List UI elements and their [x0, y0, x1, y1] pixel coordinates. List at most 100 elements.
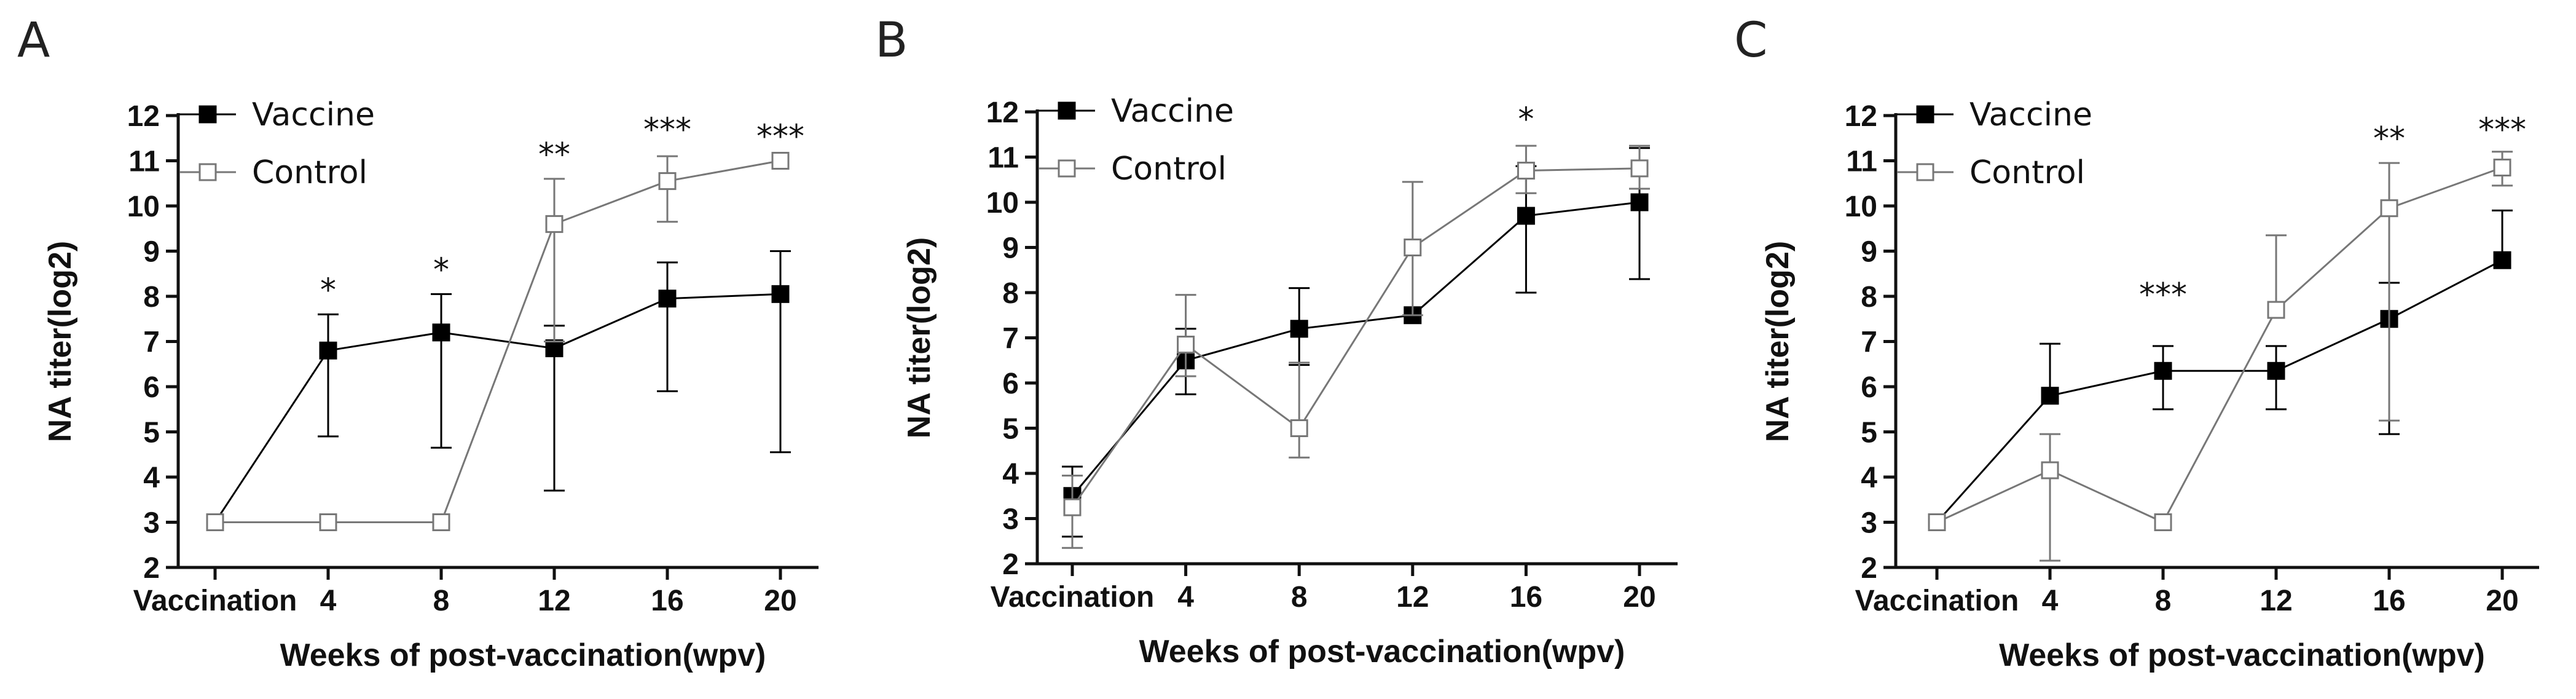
y-tick-label: 7: [143, 326, 160, 359]
series-control: [1062, 144, 1650, 549]
vaccine-point: [1290, 320, 1308, 338]
vaccine-point: [2041, 387, 2059, 405]
legend-marker-control: [1916, 163, 1934, 181]
legend-marker-vaccine: [1058, 101, 1076, 120]
y-tick-label: 5: [1861, 417, 1877, 449]
x-tick-label: 20: [2486, 585, 2518, 617]
y-tick-label: 9: [1861, 236, 1877, 269]
y-tick-label: 10: [1845, 191, 1877, 223]
x-tick-label: 16: [651, 585, 683, 617]
legend-marker-control: [198, 163, 217, 181]
vaccine-point: [771, 285, 790, 303]
series-control: [206, 152, 790, 531]
series-control: [1928, 151, 2513, 562]
x-tick-label: 12: [2260, 585, 2292, 617]
series-vaccine: [1928, 209, 2513, 531]
panel-letter: C: [1734, 13, 1767, 68]
x-tick-label: 4: [1177, 581, 1194, 614]
series-line: [214, 293, 781, 523]
y-axis-title: NA titer(log2): [42, 241, 78, 442]
x-tick-label: 8: [1291, 581, 1308, 614]
significance-label: *: [1518, 101, 1534, 138]
legend-label: Control: [252, 154, 367, 191]
significance-label: **: [2373, 120, 2405, 157]
y-tick-label: 10: [986, 187, 1019, 219]
vaccine-point: [2267, 361, 2285, 380]
x-tick-label: 4: [2042, 585, 2059, 617]
control-point: [2493, 159, 2511, 177]
y-tick-label: 3: [143, 507, 160, 540]
panel-letter: B: [875, 13, 908, 68]
series-line: [1936, 167, 2503, 524]
y-tick-label: 5: [1002, 413, 1019, 446]
y-tick-label: 12: [1845, 100, 1877, 133]
legend-marker-vaccine: [198, 105, 217, 124]
panel-b: B 2 3 4 5 6 7 8 9 10 11 12 Vaccination 4 8 12 16 20 Weeks …: [875, 13, 1678, 669]
control-point: [2154, 513, 2172, 531]
y-tick-label: 11: [128, 146, 160, 178]
y-tick-label: 11: [1846, 146, 1877, 178]
y-tick-label: 4: [1002, 458, 1019, 491]
series-line: [215, 160, 781, 523]
panel-a: A 2 3 4 5 6 7 8 9 10 11 12 Vaccination 4 8 12 16 20 Weeks …: [17, 13, 819, 673]
y-tick-label: 9: [1002, 232, 1019, 265]
y-tick-label: 6: [1861, 371, 1877, 404]
x-tick-label: Vaccination: [1855, 585, 2019, 617]
vaccine-point: [432, 323, 450, 342]
vaccine-point: [1517, 207, 1535, 225]
control-point: [319, 513, 337, 531]
control-point: [1517, 162, 1535, 180]
x-tick-label: 16: [1510, 581, 1542, 614]
y-tick-label: 6: [143, 371, 160, 404]
series-line: [1936, 259, 2503, 523]
control-point: [2267, 301, 2285, 319]
y-tick-label: 12: [127, 100, 160, 133]
control-point: [432, 513, 450, 531]
legend-label: Vaccine: [1969, 97, 2092, 133]
y-tick-label: 7: [1861, 326, 1877, 359]
control-point: [658, 172, 677, 191]
x-tick-label: Vaccination: [133, 585, 297, 617]
vaccine-point: [658, 290, 677, 308]
x-tick-label: 8: [2155, 585, 2172, 617]
control-point: [545, 215, 564, 233]
panel-letter: A: [17, 13, 50, 68]
legend-marker-vaccine: [1916, 105, 1934, 124]
significance-label: *: [320, 272, 336, 309]
y-tick-label: 12: [986, 97, 1019, 129]
legend-label: Vaccine: [252, 97, 375, 133]
x-axis-title: Weeks of post-vaccination(wpv): [280, 638, 766, 673]
vaccine-point: [319, 341, 337, 360]
x-axis-title: Weeks of post-vaccination(wpv): [1139, 634, 1625, 669]
series-vaccine: [1062, 147, 1650, 538]
control-point: [1404, 239, 1422, 256]
control-point: [1063, 498, 1082, 516]
x-axis-title: Weeks of post-vaccination(wpv): [1999, 638, 2485, 673]
x-tick-label: 16: [2373, 585, 2405, 617]
y-tick-label: 4: [143, 462, 160, 494]
y-tick-label: 3: [1002, 504, 1019, 536]
significance-label: ***: [643, 111, 691, 148]
y-tick-label: 7: [1002, 323, 1019, 355]
vaccine-point: [2154, 361, 2172, 380]
y-tick-label: 5: [143, 417, 160, 449]
x-tick-label: 12: [538, 585, 570, 617]
legend-marker-control: [1058, 159, 1076, 178]
vaccine-point: [2493, 251, 2511, 269]
control-point: [2041, 461, 2059, 480]
series-line: [1071, 201, 1640, 497]
significance-label: ***: [2139, 277, 2187, 314]
legend-label: Vaccine: [1111, 93, 1234, 130]
y-tick-label: 11: [988, 142, 1019, 175]
y-tick-label: 8: [1861, 281, 1877, 314]
y-tick-label: 2: [143, 552, 160, 585]
y-tick-label: 10: [127, 191, 160, 223]
x-tick-label: 12: [1396, 581, 1429, 614]
y-tick-label: 4: [1861, 462, 1877, 494]
vaccine-point: [1630, 193, 1649, 211]
x-tick-label: 8: [433, 585, 450, 617]
control-point: [1928, 513, 1946, 531]
y-tick-label: 2: [1861, 552, 1877, 585]
y-tick-label: 9: [143, 236, 160, 269]
